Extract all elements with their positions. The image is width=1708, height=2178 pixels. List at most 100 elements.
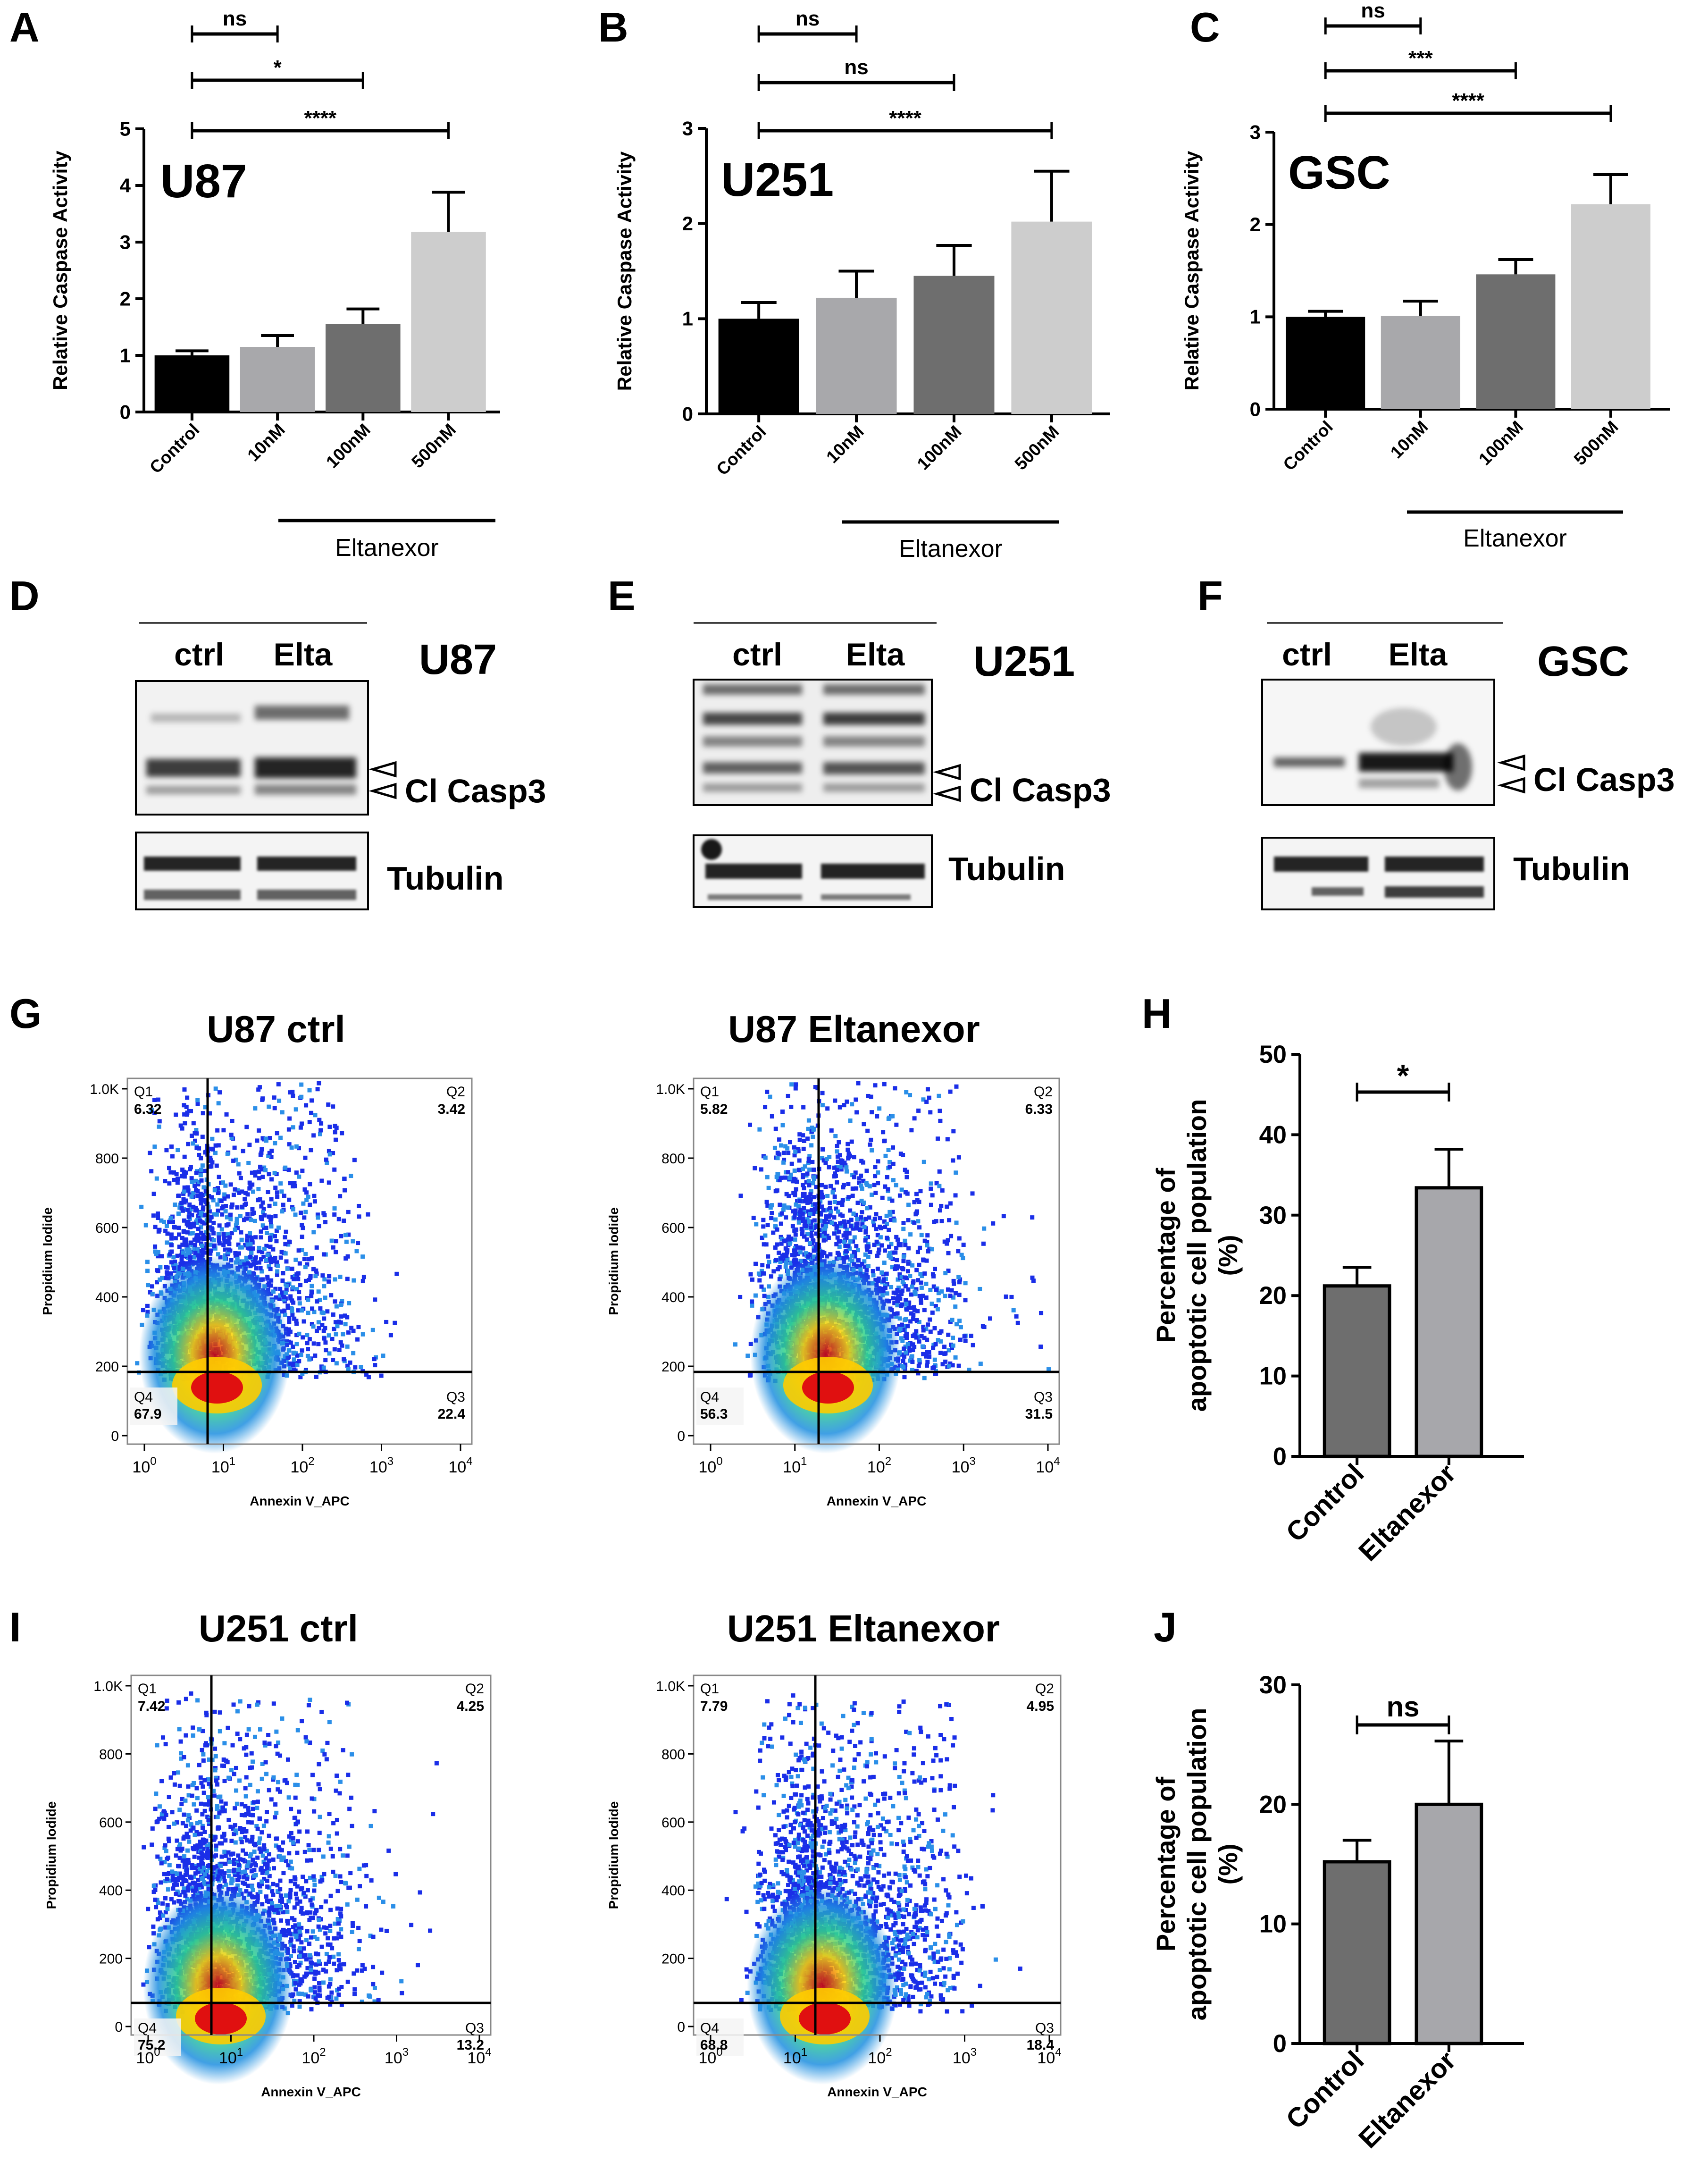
event-dot [339,1314,343,1319]
event-dot [195,1253,200,1258]
event-dot [288,1366,293,1371]
event-dot [173,1263,178,1268]
event-dot [875,1266,880,1271]
event-dot [249,1250,254,1255]
event-dot [775,1188,779,1193]
event-dot [342,1177,347,1181]
quadrant-name: Q3 [446,1389,465,1405]
event-dot [770,1211,774,1216]
event-dot [311,1324,316,1329]
event-dot [156,1211,160,1216]
event-dot [292,1316,297,1321]
event-dot [283,1235,287,1240]
event-dot [894,1314,899,1319]
event-dot [788,1140,793,1144]
event-dot [779,1221,783,1226]
event-dot [896,1286,901,1290]
event-dot [275,1194,280,1199]
event-dot [238,1245,243,1250]
event-dot [275,1190,279,1195]
event-dot [349,1174,353,1178]
event-dot [786,1170,790,1175]
event-dot [901,1254,906,1259]
event-dot [339,1234,343,1238]
event-dot [247,1180,252,1185]
event-dot [901,1227,906,1231]
event-dot [851,1239,855,1244]
y-axis-label: Relative Caspase Activity [49,151,71,390]
event-dot [921,1352,926,1356]
event-dot [303,1265,308,1270]
event-dot [333,1277,337,1282]
event-dot [293,1107,298,1112]
event-dot [919,1300,923,1305]
event-dot [281,1271,285,1276]
event-dot [313,1353,318,1358]
event-dot [247,1143,252,1147]
event-dot [318,1128,323,1133]
event-dot [961,1256,965,1261]
event-dot [305,1341,310,1345]
event-dot [842,1103,846,1108]
event-dot [919,1297,923,1302]
quadrant-value: 6.32 [134,1102,161,1117]
event-dot [821,1223,825,1228]
event-dot [168,1271,173,1276]
event-dot [906,1287,911,1292]
event-dot [355,1337,360,1342]
event-dot [939,1219,944,1224]
event-dot [343,1322,348,1327]
event-dot [780,1123,785,1127]
event-dot [924,1295,929,1300]
event-dot [807,1241,812,1245]
event-dot [841,1233,846,1238]
event-dot [348,1360,352,1365]
event-dot [925,1087,930,1092]
event-dot [306,1311,310,1315]
event-dot [168,1216,173,1220]
event-dot [853,1170,858,1175]
event-dot [268,1245,273,1249]
event-dot [294,1333,299,1337]
event-dot [193,1178,198,1183]
event-dot [224,1112,229,1117]
event-dot [185,1230,190,1235]
event-dot [323,1358,328,1362]
event-dot [893,1086,897,1091]
event-dot [199,1168,203,1172]
event-dot [290,1312,295,1317]
event-dot [287,1239,292,1244]
event-dot [304,1103,309,1108]
event-dot [939,1289,944,1294]
event-dot [881,1277,886,1282]
event-dot [201,1111,205,1116]
event-dot [919,1233,924,1237]
event-dot [849,1218,854,1222]
x-tick-label: 500nM [1011,422,1063,474]
event-dot [905,1191,910,1196]
event-dot [866,1242,871,1246]
event-dot [250,1207,255,1211]
event-dot [231,1158,236,1163]
event-dot [319,1178,324,1183]
event-dot [905,1324,910,1329]
event-dot [844,1244,848,1248]
event-dot [212,1188,217,1193]
event-dot [769,1274,773,1279]
event-dot [286,1127,291,1132]
event-dot [278,1181,283,1186]
event-dot [852,1155,856,1160]
bar-500nm [411,232,486,412]
event-dot [311,1267,316,1271]
panel-letter-B: B [598,4,628,50]
event-dot [388,1333,393,1337]
quadrant-name: Q4 [134,1389,153,1405]
event-dot [237,1190,242,1195]
y-tick-label: 400 [95,1290,119,1305]
event-dot [177,1232,182,1237]
event-dot [865,1183,870,1187]
event-dot [310,1322,314,1327]
event-dot [927,1354,932,1359]
event-dot [149,1169,154,1174]
dot-cloud [733,1081,1051,1454]
